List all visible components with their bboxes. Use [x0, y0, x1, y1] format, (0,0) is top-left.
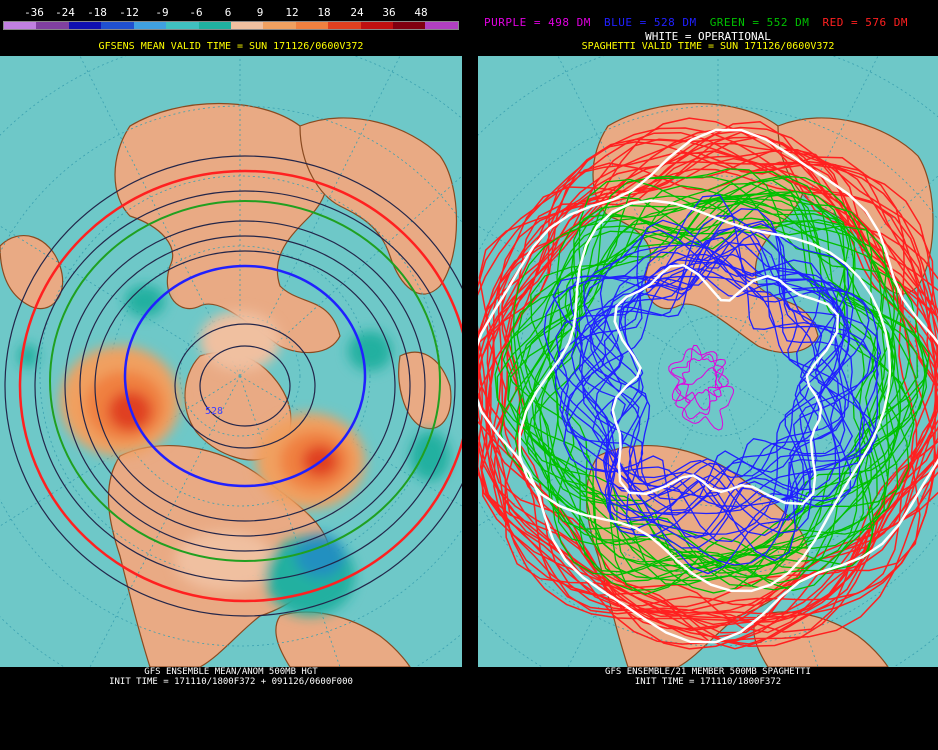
- colorbar-label: -6: [189, 6, 203, 19]
- colorbar-label: 9: [256, 6, 264, 19]
- colorbar-swatch: [230, 22, 264, 29]
- right-panel-title: SPAGHETTI VALID TIME = SUN 171126/0600V3…: [581, 41, 835, 52]
- colorbar-label: 6: [224, 6, 232, 19]
- colorbar-swatch: [198, 22, 231, 29]
- spaghetti-contour: [510, 176, 887, 582]
- right-footer: GFS ENSEMBLE/21 MEMBER 500MB SPAGHETTI I…: [478, 667, 938, 687]
- left-footer-line1: GFS ENSEMBLE MEAN/ANOM 500MB HGT: [144, 667, 318, 677]
- spaghetti-contour: [518, 199, 892, 593]
- colorbar-swatch: [425, 22, 458, 29]
- spaghetti-contour: [583, 229, 850, 507]
- colorbar-swatch: [68, 22, 102, 29]
- colorbar-swatch: [36, 22, 69, 29]
- colorbar-swatch: [166, 22, 199, 29]
- spaghetti-contour: [502, 195, 910, 569]
- colorbar-swatch: [393, 22, 426, 29]
- contour-576: [18, 169, 462, 603]
- colorbar-swatch: [133, 22, 167, 29]
- contour-528: [123, 264, 367, 488]
- colorbar-label: 36: [382, 6, 396, 19]
- spaghetti-contour: [507, 191, 930, 563]
- spaghetti-contour: [478, 128, 938, 644]
- spaghetti-contour: [582, 268, 878, 562]
- spaghetti-contour: [592, 243, 823, 575]
- spaghetti-contour: [553, 219, 851, 549]
- spaghetti-contour: [554, 253, 848, 485]
- colorbar-label: 24: [350, 6, 364, 19]
- spaghetti-contour: [566, 226, 846, 516]
- spaghetti-contour: [526, 192, 919, 582]
- spaghetti-contour: [589, 253, 879, 566]
- left-footer-line2: INIT TIME = 171110/1800F372 + 091126/060…: [109, 677, 353, 687]
- right-footer-line1: GFS ENSEMBLE/21 MEMBER 500MB SPAGHETTI: [605, 667, 811, 677]
- colorbar-label: 48: [414, 6, 428, 19]
- legend-green: GREEN = 552 DM: [709, 16, 810, 29]
- spaghetti-contour: [552, 194, 854, 538]
- spaghetti-map: [478, 56, 938, 667]
- contour-legend: PURPLE = 498 DM BLUE = 528 DM GREEN = 55…: [484, 16, 914, 29]
- spaghetti-contour: [516, 193, 915, 567]
- right-footer-line2: INIT TIME = 171110/1800F372: [634, 677, 782, 687]
- legend-red: RED = 576 DM: [822, 16, 909, 29]
- spaghetti-contour: [668, 348, 729, 411]
- colorbar-swatch: [360, 22, 394, 29]
- contour-label: 528: [205, 406, 223, 417]
- colorbar-label: -24: [55, 6, 75, 19]
- colorbar-swatch: [4, 22, 37, 29]
- colorbar-label: -18: [87, 6, 107, 19]
- colorbar-label: 12: [285, 6, 299, 19]
- colorbar-labels: -36 -24 -18 -12 -9 -6 6 9 12 18 24 36 48: [0, 6, 462, 20]
- ensemble-mean-map: 528: [0, 56, 462, 667]
- legend-purple: PURPLE = 498 DM: [484, 16, 591, 29]
- spaghetti-contour: [581, 236, 840, 536]
- spaghetti-lines: [478, 117, 938, 650]
- spaghetti-contour: [478, 127, 937, 619]
- spaghetti-contour: [555, 241, 821, 543]
- colorbar-label: -12: [119, 6, 139, 19]
- spaghetti-contour: [478, 161, 938, 624]
- spaghetti-contour: [519, 200, 876, 584]
- right-map-panel: [478, 56, 938, 667]
- legend-blue: BLUE = 528 DM: [603, 16, 697, 29]
- height-contours: [4, 155, 462, 617]
- operational-label: WHITE = OPERATIONAL: [645, 30, 771, 43]
- spaghetti-contour: [516, 220, 902, 570]
- colorbar-swatch: [263, 22, 296, 29]
- spaghetti-contour: [543, 261, 850, 535]
- spaghetti-contour: [583, 208, 882, 521]
- left-panel-title: GFSENS MEAN VALID TIME = SUN 171126/0600…: [98, 41, 364, 52]
- contour-552: [49, 200, 441, 562]
- left-map-panel: 528: [0, 56, 462, 667]
- spaghetti-contour: [531, 175, 911, 580]
- left-footer: GFS ENSEMBLE MEAN/ANOM 500MB HGT INIT TI…: [0, 667, 462, 687]
- colorbar: [3, 21, 459, 30]
- colorbar-label: -9: [155, 6, 169, 19]
- spaghetti-contour: [478, 161, 938, 622]
- colorbar-swatch: [101, 22, 134, 29]
- spaghetti-contour: [574, 226, 872, 534]
- spaghetti-contour: [611, 264, 840, 506]
- colorbar-label: -36: [24, 6, 44, 19]
- colorbar-swatch: [328, 22, 361, 29]
- colorbar-swatch: [295, 22, 329, 29]
- colorbar-label: 18: [317, 6, 331, 19]
